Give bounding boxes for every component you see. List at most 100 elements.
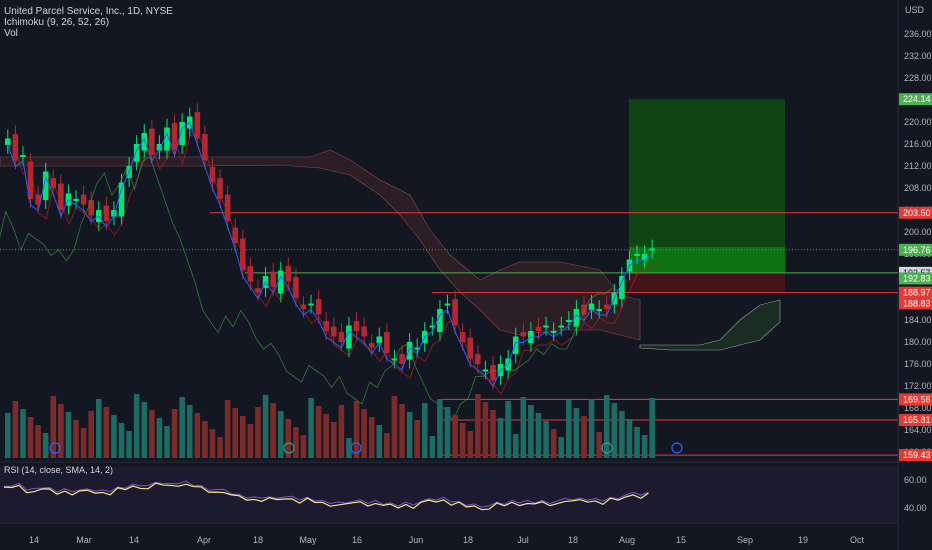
candle <box>103 205 110 221</box>
candle <box>111 210 117 217</box>
candle <box>512 336 519 355</box>
price-label-box <box>899 206 932 219</box>
rsi-legend[interactable]: RSI (14, close, SMA, 14, 2) <box>4 465 114 475</box>
candle <box>566 320 572 322</box>
volume-bar <box>12 401 19 458</box>
candle <box>164 127 170 151</box>
volume-bar <box>300 435 307 458</box>
candle <box>88 200 94 216</box>
candle <box>224 194 231 221</box>
ichimoku-legend[interactable]: Ichimoku (9, 26, 52, 26) <box>4 17 110 28</box>
price-label-text: 224.14 <box>903 94 931 104</box>
volume-bar <box>331 422 337 458</box>
price-label-box <box>899 297 932 310</box>
time-tick-label: Jun <box>409 535 424 545</box>
volume-bar <box>133 394 140 458</box>
candle <box>58 183 64 210</box>
volume-bar <box>414 420 420 458</box>
volume-bar <box>429 436 436 458</box>
candle <box>50 178 57 188</box>
volume-bar <box>209 429 216 458</box>
candle <box>475 354 481 364</box>
volume-bar <box>262 395 269 458</box>
price-tick-label: 216.00 <box>904 139 932 149</box>
volume-bar <box>550 429 557 458</box>
time-tick-label: 19 <box>798 535 808 545</box>
volume-bar <box>35 425 41 458</box>
volume-bar <box>444 407 451 458</box>
volume-bar <box>308 398 314 458</box>
volume-legend[interactable]: Vol <box>4 28 18 39</box>
candle <box>573 309 580 327</box>
price-label-text: 192.83 <box>903 273 931 283</box>
currency-label: USD <box>904 5 924 15</box>
price-tick-label: 208.00 <box>904 183 932 193</box>
symbol-title[interactable]: United Parcel Service, Inc., 1D, NYSE <box>4 6 173 17</box>
volume-bar <box>224 400 231 458</box>
volume-bar <box>384 433 390 458</box>
time-tick-label: Aug <box>619 535 635 545</box>
volume-bar <box>626 419 633 458</box>
volume-bar <box>641 435 648 458</box>
price-label-box <box>899 93 932 106</box>
volume-bar <box>42 433 49 458</box>
candle <box>482 369 489 372</box>
candle <box>520 332 527 337</box>
volume-bar <box>141 402 148 458</box>
target-zone <box>629 99 785 273</box>
candle <box>277 270 284 294</box>
volume-bar <box>95 399 102 458</box>
volume-bar <box>277 411 284 458</box>
time-tick-label: 14 <box>129 535 139 545</box>
time-tick-label: Apr <box>197 535 211 545</box>
candle <box>619 276 625 300</box>
time-tick-label: Mar <box>76 535 92 545</box>
rsi-ma-line <box>3 482 649 511</box>
volume-bar <box>126 431 132 458</box>
volume-bar <box>103 407 110 458</box>
kijun-line <box>15 129 661 396</box>
price-tick-label: 228.00 <box>904 73 932 83</box>
volume-bar <box>566 400 572 458</box>
candle <box>353 321 360 331</box>
price-tick-label: 212.00 <box>904 161 932 171</box>
volume-bar <box>73 420 79 458</box>
candle <box>444 303 451 306</box>
volume-bar <box>452 415 458 458</box>
volume-bar <box>399 404 405 458</box>
profit-fill <box>629 246 785 273</box>
volume-bar <box>118 423 125 458</box>
candle <box>255 288 261 293</box>
candle <box>202 134 208 161</box>
chart-legend: United Parcel Service, Inc., 1D, NYSE Ic… <box>4 6 173 39</box>
candle <box>285 266 292 282</box>
time-tick-label: 18 <box>463 535 473 545</box>
volume-bar <box>649 398 655 458</box>
candle <box>194 112 201 139</box>
price-tick-label: 184.00 <box>904 315 932 325</box>
price-label-box <box>899 272 932 285</box>
volume-bar <box>164 426 170 458</box>
event-marker-icon <box>601 442 613 454</box>
time-tick-label: Sep <box>737 535 753 545</box>
event-marker-icon <box>283 442 295 454</box>
candle <box>437 309 443 333</box>
volume-bar <box>611 403 618 458</box>
candle <box>641 254 648 261</box>
candle <box>133 144 140 162</box>
price-label-box <box>899 393 932 406</box>
volume-bar <box>391 396 398 458</box>
time-tick-label: 16 <box>352 535 362 545</box>
candle <box>171 123 178 150</box>
chikou-line <box>0 155 613 422</box>
volume-bar <box>376 425 383 458</box>
volume-bar <box>5 413 11 458</box>
candle <box>308 303 314 306</box>
volume-bar <box>619 411 625 458</box>
volume-bar <box>285 419 292 458</box>
volume-bar <box>58 404 64 458</box>
price-label-text: 188.97 <box>903 288 931 298</box>
price-tick-label: 168.00 <box>904 403 932 413</box>
candle <box>588 303 595 311</box>
